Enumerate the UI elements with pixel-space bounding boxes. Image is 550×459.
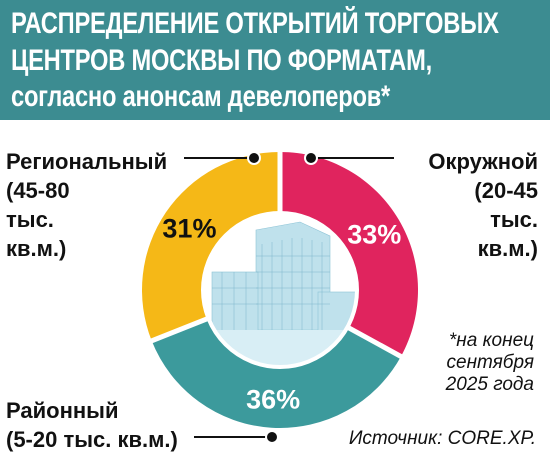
buildings-illustration	[203, 213, 357, 367]
footnote-line-3: 2025 года	[445, 374, 534, 395]
percent-label-district: 33%	[347, 219, 401, 249]
title-line-2: ЦЕНТРОВ МОСКВЫ ПО ФОРМАТАМ,	[11, 44, 432, 77]
label-neighborhood-line-2: (5-20 тыс. кв.м.)	[6, 427, 178, 452]
label-district-line-3: тыс.	[490, 207, 538, 232]
label-district-line-1: Окружной	[428, 149, 538, 174]
footnote-line-2: сентября	[446, 352, 534, 373]
donut-inner-ring	[201, 211, 359, 369]
label-district: Окружной (20-45 тыс. кв.м.)	[428, 147, 538, 263]
footnote: *на конец сентября 2025 года	[446, 330, 534, 396]
label-neighborhood: Районный (5-20 тыс. кв.м.)	[6, 396, 178, 454]
label-regional-line-3: тыс.	[6, 207, 54, 232]
title-banner: РАСПРЕДЕЛЕНИЕ ОТКРЫТИЙ ТОРГОВЫХ ЦЕНТРОВ …	[0, 0, 550, 120]
footnote-line-1: *на конец	[448, 330, 534, 351]
label-district-line-2: (20-45	[474, 178, 538, 203]
percent-label-regional: 31%	[162, 213, 216, 243]
label-regional: Региональный (45-80 тыс. кв.м.)	[6, 147, 167, 263]
percent-labels: 33% 36% 31%	[162, 213, 401, 414]
slice-neighborhood	[151, 318, 401, 428]
label-regional-line-1: Региональный	[6, 149, 168, 174]
label-district-line-4: кв.м.)	[477, 236, 538, 261]
label-regional-line-4: кв.м.)	[6, 236, 67, 261]
slice-separator	[344, 323, 404, 360]
leader-lines	[184, 157, 394, 438]
slice-regional	[142, 152, 280, 341]
title-line-1: РАСПРЕДЕЛЕНИЕ ОТКРЫТИЙ ТОРГОВЫХ	[11, 7, 499, 40]
subtitle-line: согласно анонсам девелоперов*	[11, 80, 391, 113]
leader-dot-right	[304, 151, 318, 165]
source-note: Источник: CORE.XP.	[348, 428, 536, 449]
leader-dots	[247, 151, 318, 444]
slice-separators	[148, 150, 404, 360]
leader-dot-left	[247, 151, 261, 165]
slice-separator	[148, 315, 212, 344]
leader-dot-bottom	[265, 430, 279, 444]
label-regional-line-2: (45-80	[6, 178, 70, 203]
percent-label-neighborhood: 36%	[246, 384, 300, 414]
label-neighborhood-line-1: Районный	[6, 398, 119, 423]
